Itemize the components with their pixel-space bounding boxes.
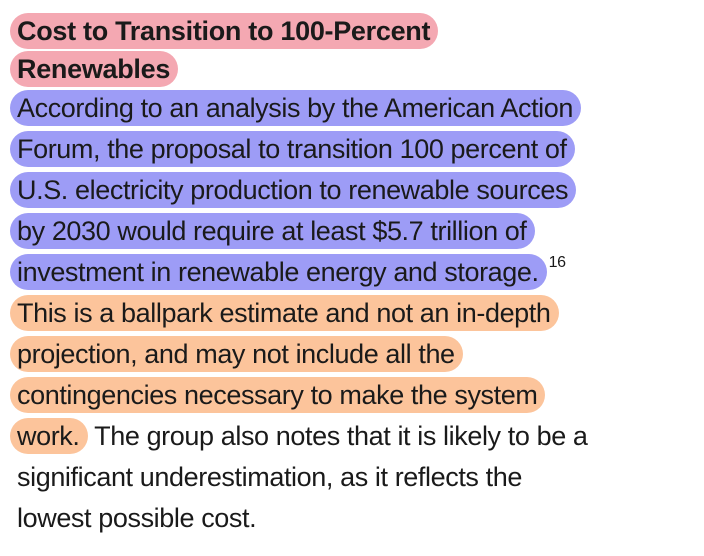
heading-line: Cost to Transition to 100-Percent: [10, 13, 439, 49]
highlighted-claim-line: investment in renewable energy and stora…: [10, 254, 547, 290]
highlighted-caveat-line: contingencies necessary to make the syst…: [10, 377, 546, 413]
heading-line: Renewables: [10, 51, 179, 87]
highlighted-caveat-line: projection, and may not include all the: [10, 336, 463, 372]
highlighted-claim-line: Forum, the proposal to transition 100 pe…: [10, 131, 575, 167]
highlighted-claim-line: by 2030 would require at least $5.7 tril…: [10, 213, 535, 249]
highlighted-caveat-line: work.: [10, 418, 88, 454]
body-paragraph: According to an analysis by the American…: [10, 88, 588, 539]
document-excerpt: Cost to Transition to 100-Percent Renewa…: [10, 12, 588, 539]
section-heading: Cost to Transition to 100-Percent Renewa…: [10, 12, 588, 88]
highlighted-claim-line: U.S. electricity production to renewable…: [10, 172, 577, 208]
body-text-line: significant underestimation, as it refle…: [17, 462, 522, 492]
body-text-line: lowest possible cost.: [17, 503, 257, 533]
body-text-line: The group also notes that it is likely t…: [94, 421, 588, 451]
highlighted-claim-line: According to an analysis by the American…: [10, 90, 582, 126]
footnote-marker[interactable]: 16: [548, 254, 566, 271]
highlighted-caveat-line: This is a ballpark estimate and not an i…: [10, 295, 559, 331]
